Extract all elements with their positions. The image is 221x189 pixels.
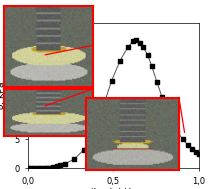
Point — [48, 166, 52, 169]
Point — [40, 167, 43, 170]
Point — [55, 165, 59, 168]
Point — [155, 81, 159, 84]
Point — [186, 143, 190, 146]
Point — [171, 120, 174, 123]
Point — [72, 158, 76, 161]
Point — [131, 40, 135, 43]
X-axis label: $(L - L_0)\,/\,L_0$: $(L - L_0)\,/\,L_0$ — [89, 187, 138, 189]
Point — [141, 46, 145, 49]
Point — [150, 65, 154, 68]
Point — [43, 167, 47, 170]
Point — [194, 150, 198, 153]
Point — [58, 164, 62, 167]
Point — [166, 108, 169, 112]
Point — [93, 129, 96, 132]
Point — [146, 53, 149, 56]
Point — [82, 148, 86, 151]
Point — [110, 79, 113, 82]
Point — [181, 138, 184, 141]
Point — [101, 106, 105, 109]
Point — [176, 131, 179, 134]
Point — [197, 152, 201, 155]
Point — [126, 46, 130, 49]
Point — [64, 162, 67, 165]
Point — [33, 167, 36, 170]
Point — [29, 167, 33, 170]
Point — [36, 167, 40, 170]
Point — [138, 42, 142, 45]
Point — [26, 167, 29, 170]
Point — [118, 59, 122, 62]
Point — [135, 39, 138, 42]
Point — [190, 147, 194, 150]
Y-axis label: $\sigma$, kPa: $\sigma$, kPa — [0, 81, 7, 110]
Point — [160, 96, 164, 99]
Point — [51, 166, 55, 169]
Point — [46, 166, 49, 169]
